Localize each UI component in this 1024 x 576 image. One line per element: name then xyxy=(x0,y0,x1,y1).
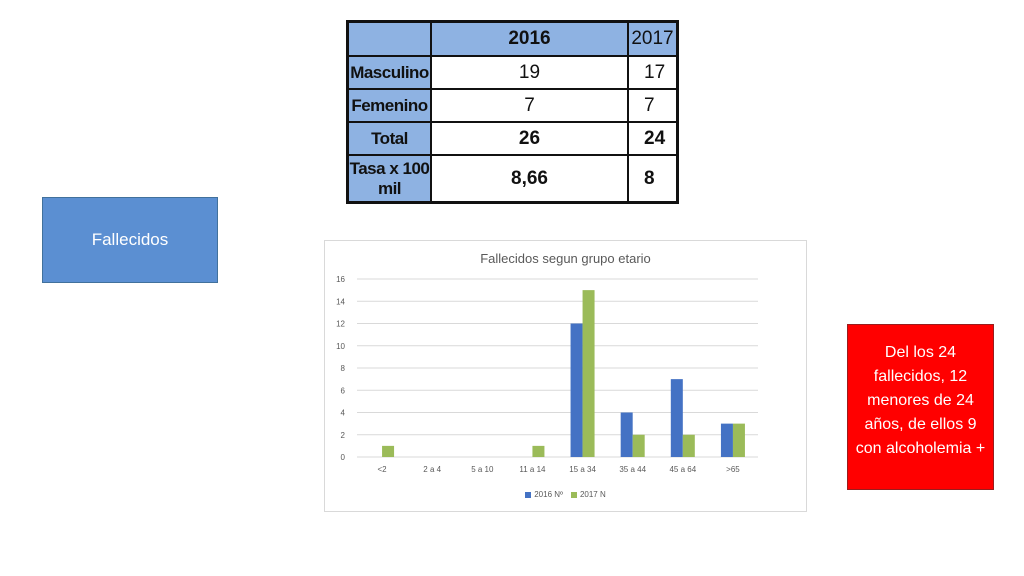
row-label-tasa: Tasa x 100 mil xyxy=(346,154,432,204)
legend-item-2017: 2017 N xyxy=(570,490,606,499)
note-text: Del los 24 fallecidos, 12 menores de 24 … xyxy=(855,344,986,457)
cell-femenino-2017: 7 xyxy=(627,88,679,123)
chart-legend: 2016 Nº 2017 N xyxy=(325,490,806,499)
bar-2016 xyxy=(670,379,683,457)
chart-title: Fallecidos segun grupo etario xyxy=(480,251,651,266)
y-tick-label: 4 xyxy=(341,409,346,418)
cell-tasa-2017: 8 xyxy=(627,154,679,204)
bar-2016 xyxy=(620,412,633,457)
y-tick-label: 2 xyxy=(341,431,346,440)
table-header-2016: 2016 xyxy=(430,20,629,57)
legend-swatch-2017 xyxy=(570,491,577,498)
x-tick-label: 5 a 10 xyxy=(471,465,494,474)
cell-tasa-2016: 8,66 xyxy=(430,154,629,204)
bar-2017 xyxy=(532,445,545,457)
bar-2017 xyxy=(732,423,745,457)
cell-total-2016: 26 xyxy=(430,121,629,156)
bar-2017 xyxy=(382,445,395,457)
cell-masculino-2017: 17 xyxy=(627,55,679,90)
cell-total-2017: 24 xyxy=(627,121,679,156)
age-group-chart: Fallecidos segun grupo etario 0 2 4 6 8 10 12 1… xyxy=(324,240,807,512)
fallecidos-label-box: Fallecidos xyxy=(42,197,218,283)
chart-plot: 0 2 4 6 8 10 12 14 16 <2 2 a 4 5 a 10 11 a 14 15 a 34… xyxy=(336,275,758,474)
row-label-femenino: Femenino xyxy=(346,88,432,123)
bar-2017 xyxy=(582,290,595,457)
y-tick-label: 10 xyxy=(336,342,345,351)
bar-2017 xyxy=(682,434,695,457)
bar-2017 xyxy=(632,434,645,457)
summary-table: 2016 2017 Masculino 19 17 Femenino 7 7 T… xyxy=(346,20,679,204)
x-tick-label: <2 xyxy=(378,465,388,474)
legend-swatch-2016 xyxy=(525,491,532,498)
fallecidos-label: Fallecidos xyxy=(91,230,169,249)
cell-femenino-2016: 7 xyxy=(430,88,629,123)
y-tick-label: 16 xyxy=(336,275,345,284)
y-tick-label: 14 xyxy=(336,297,345,306)
legend-label-2017: 2017 N xyxy=(579,490,606,499)
x-tick-label: >65 xyxy=(726,465,740,474)
y-tick-label: 6 xyxy=(341,386,346,395)
legend-item-2016: 2016 Nº xyxy=(525,490,563,499)
table-header-2017: 2017 xyxy=(627,20,679,57)
x-tick-label: 15 a 34 xyxy=(569,465,596,474)
y-tick-label: 0 xyxy=(341,453,346,462)
row-label-total: Total xyxy=(346,121,432,156)
x-tick-label: 35 a 44 xyxy=(619,465,646,474)
x-tick-label: 11 a 14 xyxy=(519,465,546,474)
note-box: Del los 24 fallecidos, 12 menores de 24 … xyxy=(847,324,994,490)
row-label-masculino: Masculino xyxy=(346,55,432,90)
y-tick-label: 12 xyxy=(336,320,345,329)
bar-2016 xyxy=(570,323,583,457)
cell-masculino-2016: 19 xyxy=(430,55,629,90)
table-corner-cell xyxy=(346,20,432,57)
bar-2016 xyxy=(720,423,733,457)
x-tick-label: 45 a 64 xyxy=(669,465,696,474)
legend-label-2016: 2016 Nº xyxy=(534,490,563,499)
y-tick-label: 8 xyxy=(341,364,346,373)
x-tick-label: 2 a 4 xyxy=(423,465,441,474)
